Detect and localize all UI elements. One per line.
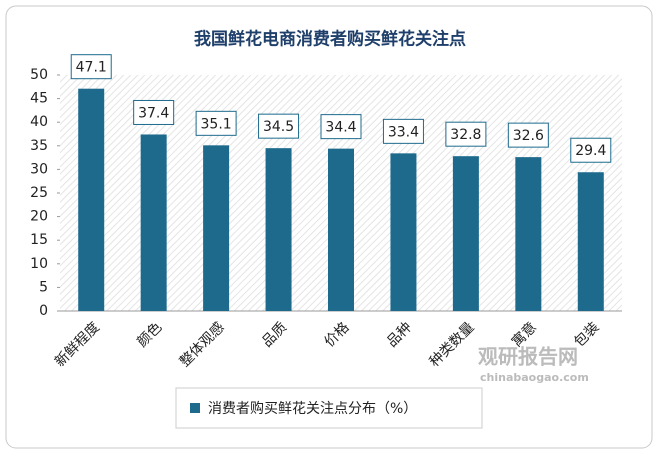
bar (515, 157, 542, 311)
y-tick-label: 20 (30, 209, 48, 225)
value-label: 35.1 (201, 116, 232, 132)
value-label: 37.4 (138, 105, 169, 121)
value-label-box (70, 54, 112, 80)
value-label-box (133, 99, 175, 125)
watermark-name: 观研报告网 (478, 345, 578, 369)
value-label-box (507, 122, 549, 148)
y-tick-label: 35 (30, 138, 48, 154)
value-label-box (195, 110, 237, 136)
y-tick-label: 0 (39, 303, 48, 319)
value-label: 47.1 (76, 60, 107, 76)
value-label: 29.4 (575, 143, 606, 159)
legend-label: 消费者购买鲜花关注点分布（%） (208, 401, 417, 417)
bar (78, 88, 105, 311)
bar (390, 153, 417, 311)
y-tick-label: 10 (30, 256, 48, 272)
y-tick-label: 45 (30, 91, 48, 107)
value-label-box (445, 121, 487, 147)
bar (203, 145, 230, 311)
value-label: 34.4 (325, 120, 356, 136)
value-label: 32.6 (513, 128, 544, 144)
legend-swatch (190, 403, 200, 413)
y-tick-label: 50 (30, 67, 48, 83)
value-label-box (570, 137, 612, 163)
value-label-box (382, 118, 424, 144)
chart-title: 我国鲜花电商消费者购买鲜花关注点 (194, 29, 466, 50)
bar (140, 134, 167, 311)
value-label-box (258, 113, 300, 139)
y-tick-label: 40 (30, 114, 48, 130)
value-label: 34.5 (263, 119, 294, 135)
value-label-box (320, 114, 362, 140)
y-tick-label: 15 (30, 232, 48, 248)
y-tick-label: 5 (39, 279, 48, 295)
watermark-url: chinabaogao.com (480, 371, 589, 384)
bar (577, 172, 604, 311)
value-label: 33.4 (388, 124, 419, 140)
bar (452, 156, 479, 311)
bar (328, 148, 354, 311)
y-tick-label: 30 (30, 161, 48, 177)
legend-box (175, 387, 483, 429)
y-tick-label: 25 (30, 185, 48, 201)
bar (265, 148, 292, 311)
value-label: 32.8 (450, 127, 481, 143)
